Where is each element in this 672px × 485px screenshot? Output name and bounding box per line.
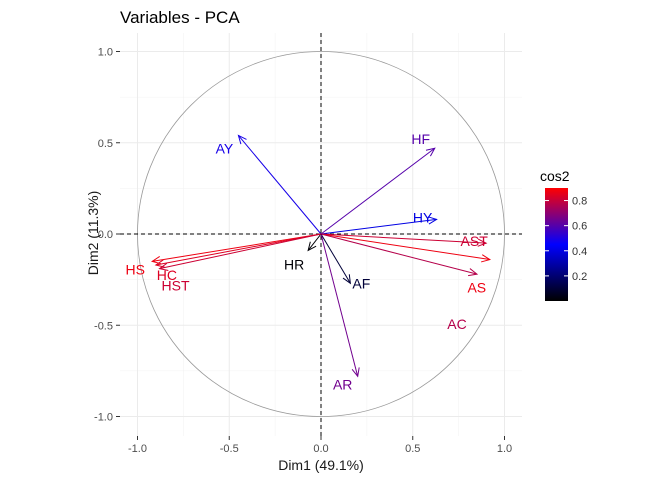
legend-tick-label: 0.6 bbox=[572, 221, 587, 233]
variable-hf: HF bbox=[320, 131, 436, 235]
legend-tick-label: 0.8 bbox=[572, 196, 587, 208]
cos2-legend: cos2 0.2 0.4 0.6 0.8 bbox=[540, 168, 587, 301]
variable-as: AS bbox=[320, 233, 492, 296]
variable-label-ay: AY bbox=[216, 140, 234, 156]
variable-label-ast: AST bbox=[461, 233, 489, 249]
variable-hst: HST bbox=[158, 233, 322, 294]
arrow-line-ac bbox=[320, 233, 478, 275]
variable-hr: HR bbox=[284, 233, 322, 272]
arrow-head-hr bbox=[307, 241, 317, 252]
variable-label-ar: AR bbox=[333, 376, 352, 392]
variable-label-hc: HC bbox=[157, 267, 177, 283]
arrow-line-hf bbox=[320, 147, 436, 235]
y-tick-label: 0.5 bbox=[98, 138, 113, 150]
variable-ar: AR bbox=[320, 233, 360, 392]
variable-label-hs: HS bbox=[125, 261, 144, 277]
variable-ay: AY bbox=[216, 134, 322, 235]
variable-ac: AC bbox=[320, 233, 479, 332]
x-tick-label: 0.5 bbox=[405, 443, 420, 455]
variable-hs: HS bbox=[125, 233, 322, 277]
arrow-line-hs bbox=[152, 233, 322, 262]
variable-label-hst: HST bbox=[162, 278, 190, 294]
arrow-head-ar bbox=[351, 367, 360, 378]
arrow-head-as bbox=[481, 254, 492, 263]
x-axis-label: Dim1 (49.1%) bbox=[278, 457, 364, 473]
y-tick-label: 1.0 bbox=[98, 47, 113, 59]
arrow-line-ar bbox=[320, 233, 359, 377]
variable-label-hr: HR bbox=[284, 256, 304, 272]
arrow-head-ast bbox=[477, 238, 488, 247]
arrow-line-af bbox=[320, 233, 351, 284]
variable-af: AF bbox=[320, 233, 370, 291]
plot-area: -1.0 -0.5 0.0 0.5 1.0 -1.0 -0.5 0.0 0.5 1.0 AY HF HY… bbox=[94, 33, 522, 455]
y-tick-label: -0.5 bbox=[94, 320, 113, 332]
y-axis-label: Dim2 (11.3%) bbox=[85, 191, 101, 276]
variable-label-af: AF bbox=[352, 275, 370, 291]
x-tick-label: 1.0 bbox=[497, 443, 512, 455]
arrow-line-hc bbox=[155, 233, 322, 266]
arrow-head-hs bbox=[150, 256, 162, 265]
variable-label-hf: HF bbox=[411, 131, 430, 147]
variable-label-ac: AC bbox=[447, 316, 466, 332]
y-tick-label: 0.0 bbox=[98, 229, 113, 241]
arrow-head-hy bbox=[427, 216, 438, 225]
variable-ast: AST bbox=[320, 233, 489, 249]
legend-colorbar bbox=[545, 188, 568, 301]
arrow-line-ay bbox=[238, 135, 322, 235]
arrow-line-hst bbox=[159, 233, 322, 270]
chart-title: Variables - PCA bbox=[120, 8, 240, 27]
legend-title: cos2 bbox=[540, 168, 570, 184]
variable-label-as: AS bbox=[467, 280, 486, 296]
arrow-line-as bbox=[320, 233, 490, 261]
legend-tick-label: 0.2 bbox=[572, 271, 587, 283]
arrow-head-hc bbox=[154, 259, 165, 268]
arrow-head-hst bbox=[158, 262, 169, 272]
arrow-line-hy bbox=[320, 218, 437, 235]
arrow-line-ast bbox=[320, 233, 487, 244]
variable-hy: HY bbox=[320, 209, 438, 235]
arrow-head-hf bbox=[425, 147, 436, 157]
variable-label-hy: HY bbox=[413, 209, 433, 225]
legend-tick-label: 0.4 bbox=[572, 246, 587, 258]
x-tick-label: -0.5 bbox=[220, 443, 239, 455]
arrow-line-hr bbox=[307, 233, 322, 251]
arrow-head-ay bbox=[237, 134, 247, 145]
x-tick-label: -1.0 bbox=[128, 443, 147, 455]
arrow-head-ac bbox=[468, 268, 479, 277]
arrow-head-af bbox=[342, 274, 351, 285]
variable-hc: HC bbox=[154, 233, 322, 283]
x-tick-label: 0.0 bbox=[313, 443, 328, 455]
y-tick-label: -1.0 bbox=[94, 412, 113, 424]
